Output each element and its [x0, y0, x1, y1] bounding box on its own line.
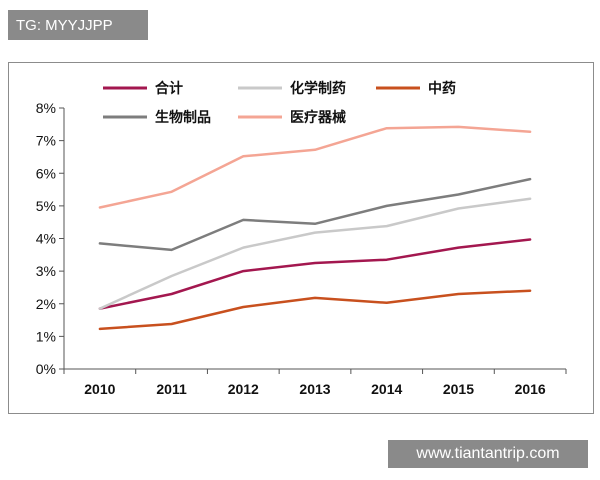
y-tick-label: 1%: [36, 328, 56, 344]
legend-label: 医疗器械: [290, 109, 346, 126]
y-tick-label: 8%: [36, 100, 56, 116]
tg-tag-banner: TG: MYYJJPP: [8, 10, 148, 40]
legend-label: 合计: [155, 80, 183, 97]
y-tick-label: 6%: [36, 165, 56, 181]
y-tick-label: 5%: [36, 198, 56, 214]
y-tick-label: 7%: [36, 133, 56, 149]
x-tick-label: 2010: [84, 381, 115, 397]
series-lines: [98, 125, 532, 331]
legend-label: 中药: [428, 80, 456, 97]
x-tick-label: 2013: [299, 381, 330, 397]
x-tick-label: 2015: [443, 381, 474, 397]
y-tick-label: 0%: [36, 361, 56, 377]
legend-label: 化学制药: [290, 80, 346, 97]
x-tick-label: 2014: [371, 381, 402, 397]
chart-frame: [8, 62, 594, 414]
series-line-2: [98, 197, 532, 310]
axes: 0% 1% 2% 3% 4% 5% 6% 7% 8% 2010 2011 2012 2013 2014 20…: [36, 100, 567, 397]
watermark-banner: www.tiantantrip.com: [388, 440, 588, 468]
y-tick-label: 3%: [36, 263, 56, 279]
series-line-4: [98, 177, 532, 252]
x-tick-label: 2016: [515, 381, 546, 397]
legend-label: 生物制品: [155, 109, 211, 126]
series-line-5: [98, 125, 532, 209]
y-tick-label: 4%: [36, 231, 56, 247]
x-tick-label: 2011: [156, 381, 187, 397]
series-line-1: [98, 238, 532, 310]
y-tick-label: 2%: [36, 296, 56, 312]
series-line-3: [98, 289, 532, 331]
x-tick-label: 2012: [228, 381, 259, 397]
